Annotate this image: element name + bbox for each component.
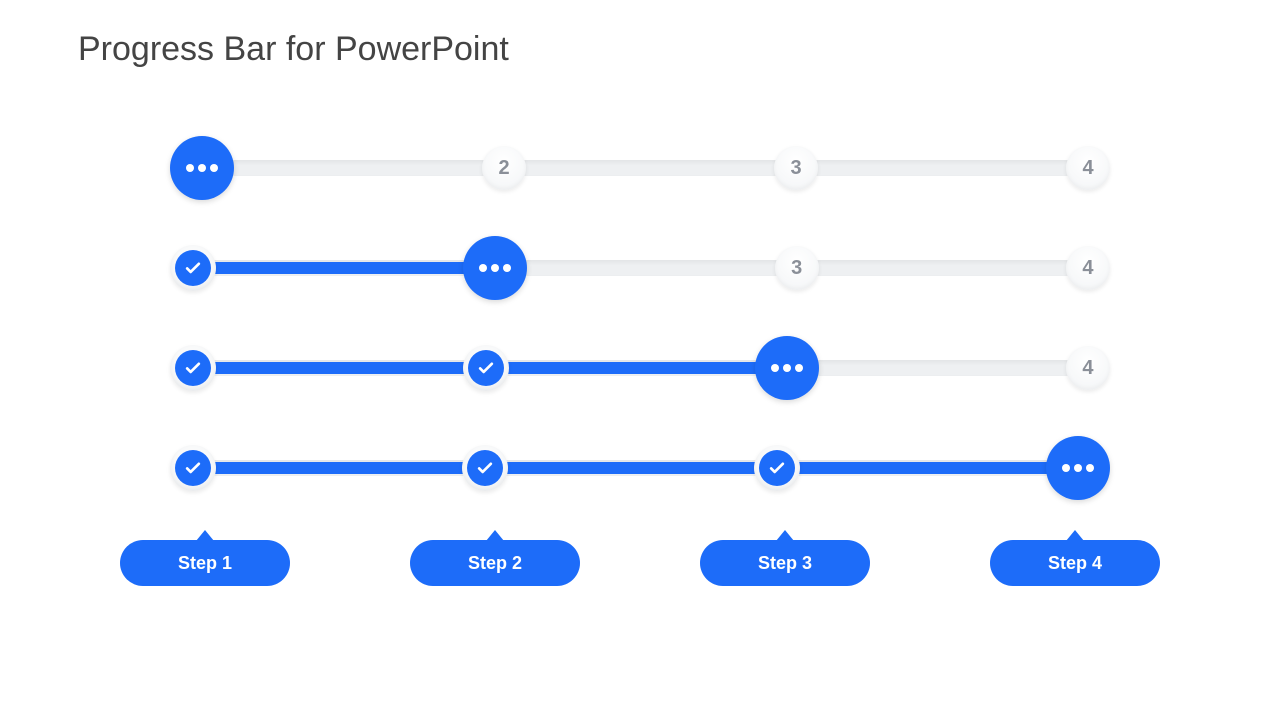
step-label-chip: Step 4	[990, 540, 1160, 586]
step-node-done	[754, 445, 800, 491]
step-node-pending: 4	[1066, 246, 1110, 290]
progress-nodes: 34	[170, 240, 1110, 296]
step-node-pending: 3	[774, 146, 818, 190]
step-number: 3	[790, 157, 801, 180]
ellipsis-icon	[771, 364, 803, 372]
step-label-chip: Step 1	[120, 540, 290, 586]
progress-row: 34	[170, 240, 1110, 296]
step-number: 3	[791, 257, 802, 280]
progress-row: 4	[170, 340, 1110, 396]
progress-nodes: 2 3 4	[170, 140, 1110, 196]
check-icon	[476, 358, 496, 378]
ellipsis-icon	[479, 264, 511, 272]
step-label-text: Step 2	[468, 553, 522, 574]
step-node-active	[170, 136, 234, 200]
check-icon	[475, 458, 495, 478]
step-node-done	[170, 445, 216, 491]
slide-title: Progress Bar for PowerPoint	[78, 30, 509, 69]
step-node-pending: 2	[482, 146, 526, 190]
step-node-done	[462, 445, 508, 491]
progress-rows: 234344	[170, 140, 1110, 540]
step-label-text: Step 4	[1048, 553, 1102, 574]
progress-nodes	[170, 440, 1110, 496]
progress-row: 2 3 4	[170, 140, 1110, 196]
step-label-text: Step 3	[758, 553, 812, 574]
step-number: 4	[1082, 357, 1093, 380]
slide: Progress Bar for PowerPoint 234344 Step …	[0, 0, 1280, 720]
step-node-done	[170, 345, 216, 391]
check-icon	[183, 258, 203, 278]
step-node-done	[463, 345, 509, 391]
step-number: 4	[1082, 157, 1093, 180]
step-label-text: Step 1	[178, 553, 232, 574]
step-node-active	[1046, 436, 1110, 500]
check-icon	[183, 458, 203, 478]
check-icon	[767, 458, 787, 478]
step-label-chip: Step 3	[700, 540, 870, 586]
step-node-pending: 4	[1066, 146, 1110, 190]
ellipsis-icon	[186, 164, 218, 172]
step-number: 2	[498, 157, 509, 180]
step-node-active	[755, 336, 819, 400]
progress-row	[170, 440, 1110, 496]
step-label-chip: Step 2	[410, 540, 580, 586]
check-icon	[183, 358, 203, 378]
step-node-pending: 4	[1066, 346, 1110, 390]
step-node-active	[463, 236, 527, 300]
step-number: 4	[1082, 257, 1093, 280]
ellipsis-icon	[1062, 464, 1094, 472]
step-node-done	[170, 245, 216, 291]
step-labels: Step 1 Step 2 Step 3 Step 4	[120, 540, 1160, 586]
step-node-pending: 3	[775, 246, 819, 290]
progress-nodes: 4	[170, 340, 1110, 396]
